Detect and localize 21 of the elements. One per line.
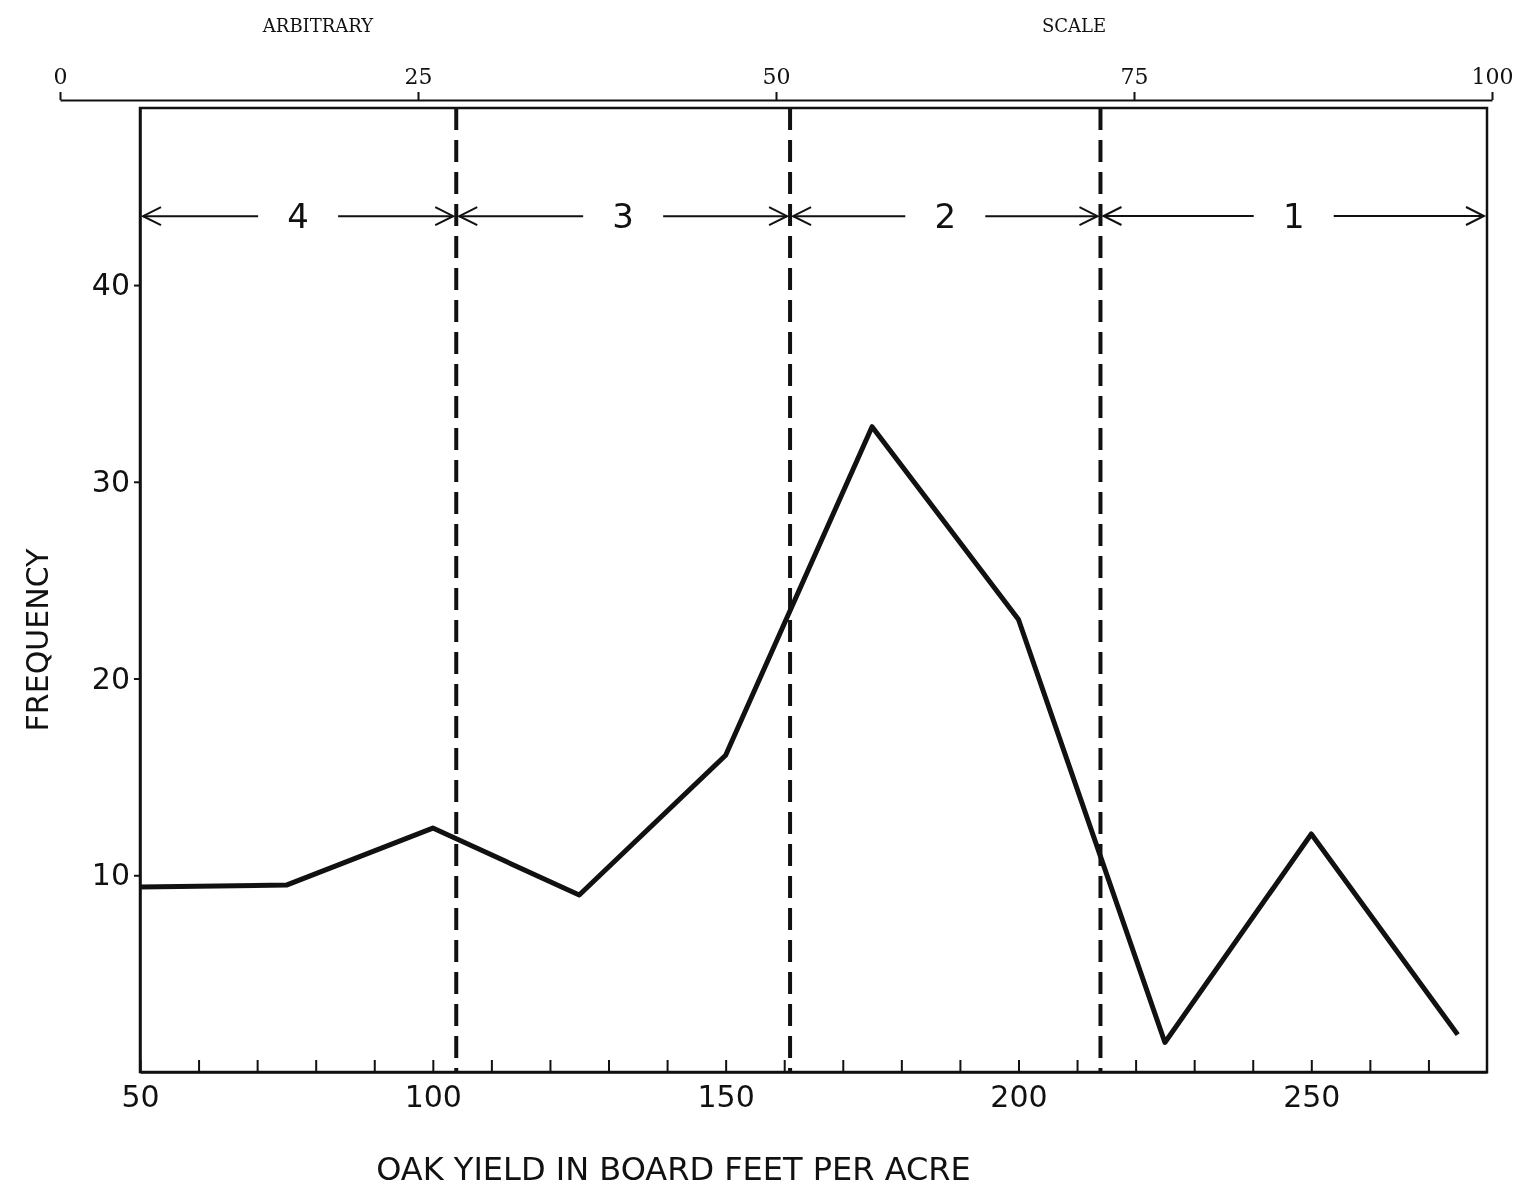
x2-tick-label: 75 [1120,64,1149,89]
y-axis-title: FREQUENCY [20,547,55,732]
x-tick-label: 250 [1283,1079,1341,1115]
annotation: 3 [612,196,634,237]
x-tick-label: 100 [404,1079,462,1115]
x-tick-label: 50 [121,1079,160,1115]
x2-tick-label: 50 [762,64,791,89]
y-tick-label: 40 [91,267,130,303]
x2-tick-label: 0 [53,64,68,89]
y-tick-label: 20 [91,660,130,696]
text: ARBITRARY SCALE [262,15,1107,36]
annotation: 2 [934,196,957,237]
y-tick-label: 10 [91,857,130,893]
x-axis-title: OAK YIELD IN BOARD FEET PER ACRE [376,1150,971,1188]
annotation: 4 [287,196,309,237]
x-tick-label: 200 [990,1079,1048,1115]
y-tick-label: 30 [91,463,130,499]
x2-tick-label: 100 [1471,64,1514,89]
annotation: 1 [1282,196,1305,236]
x2-tick-label: 25 [404,64,433,89]
x-tick-label: 150 [697,1079,755,1115]
